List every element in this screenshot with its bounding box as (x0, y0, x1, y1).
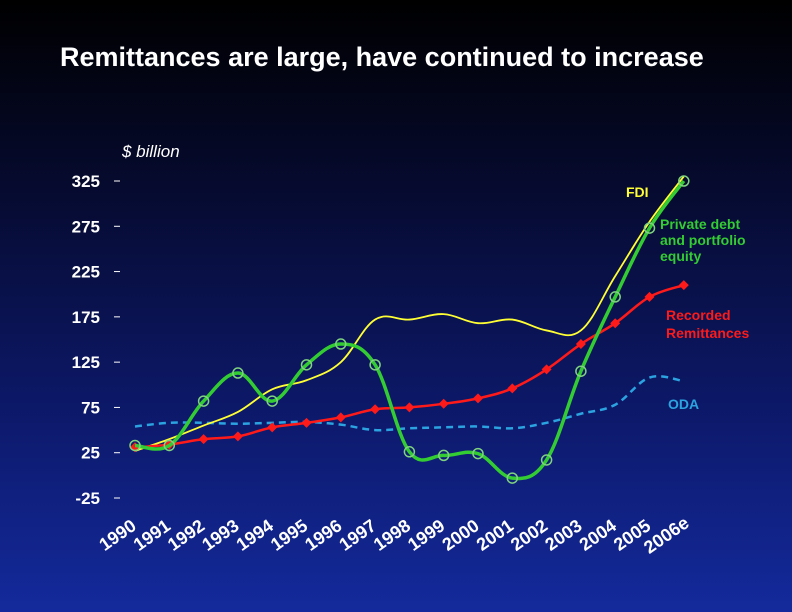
data-point (541, 364, 552, 375)
chart-title: Remittances are large, have continued to… (60, 42, 704, 72)
x-tick-label: 2006e (640, 513, 692, 558)
series-line (134, 283, 685, 449)
data-point (301, 417, 312, 428)
y-tick-label: 275 (72, 217, 100, 236)
data-point (163, 439, 176, 452)
data-point (643, 222, 656, 234)
data-point (575, 365, 587, 377)
data-point (335, 412, 346, 423)
series-private-debt-and-portfolio-equity (129, 175, 690, 484)
data-point (369, 359, 381, 371)
series-label: Recorded Remittances (666, 307, 749, 341)
series-line (134, 374, 685, 432)
y-tick-label: 75 (81, 398, 100, 417)
series-line (134, 179, 686, 481)
y-tick-label: 25 (81, 444, 100, 463)
y-tick-label: 125 (72, 353, 100, 372)
data-point (300, 359, 313, 371)
data-point (610, 318, 621, 329)
y-tick-label: -25 (75, 489, 100, 508)
data-point (473, 393, 483, 404)
data-point (266, 395, 278, 407)
y-tick-label: 225 (72, 263, 100, 282)
data-point (575, 339, 586, 350)
data-point (609, 291, 621, 303)
y-tick-label: 175 (72, 308, 100, 327)
data-point (198, 434, 209, 445)
data-point (437, 449, 450, 462)
axes: 3252752251751257525-25199019911992199319… (72, 172, 693, 558)
data-point (506, 472, 519, 484)
data-point (232, 431, 243, 442)
data-point (129, 439, 141, 452)
y-tick-label: 325 (72, 172, 100, 191)
data-point (404, 402, 415, 413)
data-point (403, 446, 416, 458)
data-point (678, 280, 689, 291)
data-point (197, 395, 210, 407)
data-point (644, 291, 655, 302)
data-point (678, 175, 690, 187)
series-oda (134, 374, 685, 432)
data-point (335, 338, 347, 350)
y-axis-unit-label: $ billion (122, 142, 180, 161)
series-recorded-remittances (130, 280, 689, 453)
series-label: ODA (668, 396, 699, 412)
series-layer (129, 175, 690, 484)
data-point (370, 404, 381, 415)
data-point (438, 398, 449, 409)
series-label: FDI (626, 184, 649, 200)
data-point (540, 454, 553, 466)
series-labels: FDI Private debt and portfolio equity Record… (626, 184, 749, 412)
series-line (134, 175, 685, 452)
series-fdi (134, 175, 685, 452)
series-label: Private debt and portfolio equity (660, 216, 746, 264)
data-point (267, 422, 278, 433)
data-point (472, 447, 484, 460)
data-point (232, 367, 244, 379)
data-point (507, 383, 518, 394)
